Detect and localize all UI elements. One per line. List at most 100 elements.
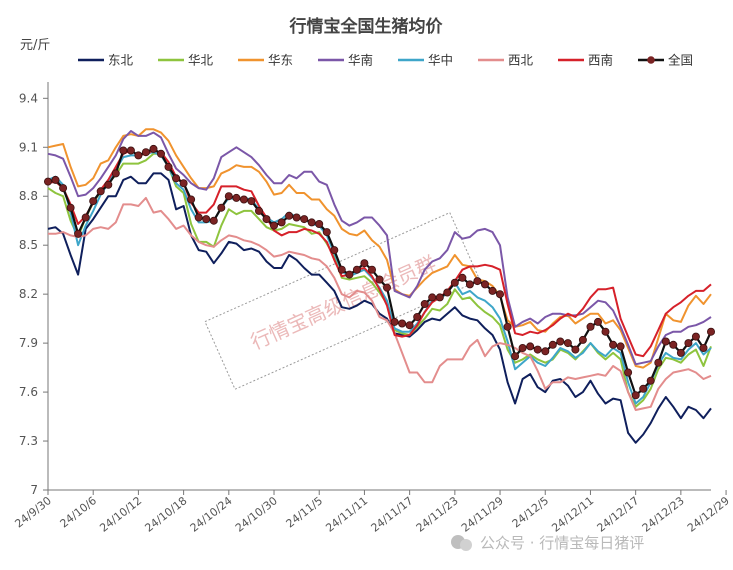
x-tick-label: 24/12/29: [685, 494, 732, 535]
national-point: [488, 286, 497, 295]
national-point: [224, 192, 233, 201]
national-point: [533, 345, 542, 354]
y-tick-label: 8.5: [19, 238, 38, 252]
national-point: [300, 215, 309, 224]
national-point: [518, 343, 527, 352]
national-point: [450, 278, 459, 287]
x-tick-label: 24/12/11: [549, 494, 596, 535]
national-point: [458, 273, 467, 282]
national-point: [277, 218, 286, 227]
national-point: [654, 358, 663, 367]
national-point: [179, 179, 188, 188]
national-point: [59, 184, 68, 193]
x-tick-label: 24/11/5: [284, 494, 325, 530]
national-point: [89, 197, 98, 206]
national-point: [413, 312, 422, 321]
national-point: [541, 347, 550, 356]
national-point: [661, 337, 670, 346]
legend-label: 西北: [508, 53, 534, 68]
national-point: [511, 352, 520, 361]
y-tick-label: 8.8: [19, 189, 38, 203]
national-point: [503, 322, 512, 331]
national-point: [134, 151, 143, 160]
national-point: [578, 335, 587, 344]
national-point: [526, 342, 535, 351]
national-point: [330, 246, 339, 255]
national-point: [345, 270, 354, 279]
national-point: [119, 146, 128, 155]
national-point: [390, 317, 399, 326]
national-point: [465, 280, 474, 289]
national-point: [398, 319, 407, 328]
chart-title: 行情宝全国生猪均价: [289, 16, 444, 37]
legend-label: 东北: [108, 53, 134, 68]
national-point: [495, 290, 504, 299]
y-tick-label: 8.2: [19, 287, 38, 301]
national-point: [74, 229, 83, 238]
series-lines: [44, 128, 716, 444]
national-point: [631, 391, 640, 400]
series-line-全国: [47, 147, 712, 397]
national-point: [676, 348, 685, 357]
national-point: [292, 213, 301, 222]
national-point: [616, 342, 625, 351]
national-point: [691, 332, 700, 341]
footer-text: 公众号 · 行情宝每日猪评: [480, 534, 644, 552]
legend-label: 华南: [348, 53, 373, 68]
national-point: [594, 317, 603, 326]
national-point: [66, 203, 75, 212]
y-axis-label: 元/斤: [20, 38, 50, 53]
x-tick-label: 24/9/30: [12, 494, 53, 530]
national-point: [44, 177, 53, 186]
national-point: [360, 259, 369, 268]
national-point: [285, 211, 294, 220]
x-tick-label: 24/10/18: [143, 494, 190, 535]
national-point: [187, 195, 196, 204]
national-point: [239, 195, 248, 204]
national-point: [699, 343, 708, 352]
legend-label: 华东: [268, 53, 293, 68]
national-point: [202, 215, 211, 224]
y-tick-label: 7.6: [19, 385, 38, 399]
national-point: [217, 203, 226, 212]
legend-label: 华中: [428, 53, 453, 68]
series-line-西北: [48, 196, 712, 411]
x-tick-label: 24/12/5: [510, 494, 551, 530]
axes: 7 7.3 7.6 7.9 8.2 8.5 8.8 9.1 9.4: [19, 82, 711, 497]
legend-marker: [647, 56, 655, 64]
national-point: [601, 327, 610, 336]
national-point: [322, 228, 331, 237]
national-point: [563, 339, 572, 348]
national-point: [367, 265, 376, 274]
x-tick-label: 24/12/17: [595, 494, 642, 535]
national-point: [247, 197, 256, 206]
footer-watermark: 公众号 · 行情宝每日猪评: [451, 534, 644, 552]
x-axis-ticks: 24/9/30 24/10/624/10/1224/10/1824/10/2424…: [12, 490, 732, 535]
national-point: [609, 340, 618, 349]
national-point: [480, 280, 489, 289]
x-tick-label: 24/11/11: [323, 494, 370, 535]
national-point: [382, 283, 391, 292]
national-point: [352, 265, 361, 274]
national-point: [428, 293, 437, 302]
y-tick-label: 7: [30, 483, 38, 497]
national-point: [164, 162, 173, 171]
national-point: [81, 213, 90, 222]
national-point: [315, 219, 324, 228]
national-point: [111, 169, 120, 178]
national-point: [307, 218, 316, 227]
national-point: [262, 215, 271, 224]
legend-label: 西南: [588, 53, 613, 68]
x-tick-label: 24/11/23: [414, 494, 461, 535]
y-tick-label: 7.9: [19, 336, 38, 350]
national-point: [473, 277, 482, 286]
national-point: [646, 376, 655, 385]
national-point: [172, 174, 181, 183]
national-point: [375, 275, 384, 284]
x-tick-label: 24/11/17: [369, 494, 416, 535]
wechat-icon-secondary: [460, 539, 472, 551]
y-tick-label: 9.1: [19, 140, 38, 154]
legend-label: 华北: [188, 53, 214, 68]
national-point: [435, 293, 444, 302]
